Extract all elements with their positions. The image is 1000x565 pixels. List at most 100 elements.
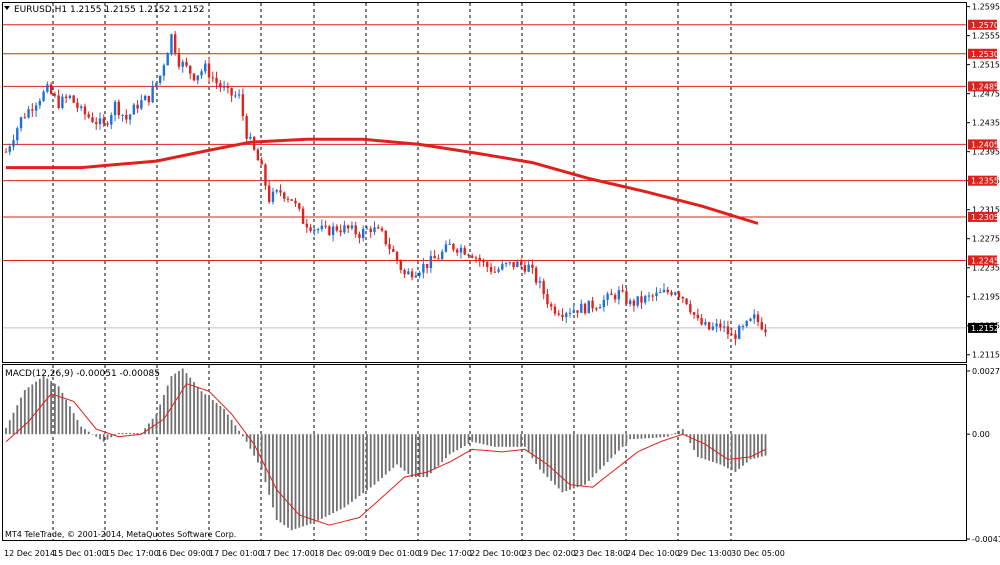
candle-body bbox=[756, 314, 760, 322]
y-tick-label: 1.2555 bbox=[972, 32, 1000, 41]
current-price-box bbox=[968, 322, 997, 333]
candle-body bbox=[459, 247, 463, 253]
histogram-bar bbox=[241, 434, 244, 437]
histogram-bar bbox=[16, 405, 19, 435]
x-tick-label: 19 Dec 17:00 bbox=[418, 549, 472, 558]
histogram-bar bbox=[328, 434, 331, 515]
histogram-bar bbox=[501, 434, 504, 447]
histogram-bar bbox=[287, 434, 289, 528]
candle-body bbox=[369, 228, 372, 232]
y-tick-label: 1.2315 bbox=[972, 206, 1000, 215]
histogram-bar bbox=[226, 414, 229, 435]
candle-body bbox=[151, 86, 154, 103]
candle-body bbox=[339, 230, 342, 233]
level-labels: 1.2570 1.2530 1.2485 1.2405 1.2355 1.2305 1.22… bbox=[968, 19, 999, 333]
histogram-bar bbox=[621, 434, 624, 447]
candle-body bbox=[538, 281, 542, 283]
histogram-bar bbox=[132, 432, 135, 435]
candle-body bbox=[497, 269, 500, 272]
histogram-bar bbox=[445, 434, 447, 459]
candle-body bbox=[83, 106, 87, 115]
candle-body bbox=[117, 101, 120, 116]
candle-body bbox=[128, 114, 132, 120]
candle-body bbox=[189, 65, 192, 74]
histogram-bar bbox=[272, 434, 274, 508]
candle-body bbox=[587, 300, 590, 314]
histogram-bar bbox=[497, 434, 500, 447]
candle-body bbox=[234, 95, 237, 97]
candle-body bbox=[42, 91, 45, 101]
histogram-bar bbox=[655, 434, 658, 438]
candle-body bbox=[286, 198, 290, 200]
candle-body bbox=[106, 123, 109, 125]
histogram-bar bbox=[305, 434, 308, 526]
histogram-bar bbox=[38, 378, 41, 435]
histogram-bar bbox=[87, 431, 90, 435]
histogram-bar bbox=[599, 434, 601, 470]
histogram-bar bbox=[730, 434, 733, 471]
candle-body bbox=[681, 296, 684, 299]
symbol-dropdown-icon[interactable] bbox=[4, 6, 10, 10]
candle-body bbox=[448, 243, 451, 245]
histogram-bar bbox=[403, 434, 406, 471]
candle-body bbox=[283, 192, 286, 199]
candle-body bbox=[143, 95, 147, 101]
histogram-bar bbox=[125, 432, 128, 435]
candle-body bbox=[444, 244, 448, 252]
candle-body bbox=[670, 292, 673, 295]
histogram-bar bbox=[373, 434, 376, 485]
candle-body bbox=[659, 292, 662, 294]
candle-body bbox=[331, 226, 335, 236]
histogram-bar bbox=[617, 434, 620, 451]
histogram-bar bbox=[196, 386, 199, 435]
histogram-bar bbox=[211, 400, 214, 435]
candle-body bbox=[237, 94, 241, 96]
histogram-bar bbox=[264, 434, 267, 483]
histogram-bar bbox=[343, 434, 346, 508]
x-tick-label: 23 Dec 02:00 bbox=[522, 549, 576, 558]
candle-body bbox=[595, 308, 598, 310]
histogram-bar bbox=[482, 434, 485, 445]
candle-body bbox=[407, 271, 410, 275]
horizontal-levels[interactable] bbox=[3, 24, 966, 261]
level-label-box bbox=[968, 19, 997, 30]
candle-body bbox=[647, 295, 651, 297]
histogram-bar bbox=[535, 434, 538, 464]
candle-body bbox=[211, 77, 214, 79]
candle-body bbox=[34, 105, 38, 111]
histogram-bar bbox=[727, 434, 729, 469]
histogram-bar bbox=[249, 434, 252, 449]
histogram-bar bbox=[27, 387, 30, 435]
candle-body bbox=[519, 261, 523, 266]
candle-body bbox=[583, 303, 587, 314]
histogram-bar bbox=[666, 434, 669, 437]
candle-body bbox=[474, 257, 478, 259]
candle-body bbox=[546, 294, 549, 305]
candle-body bbox=[226, 86, 230, 88]
macd-histogram bbox=[5, 368, 767, 531]
candle-body bbox=[91, 117, 94, 123]
histogram-bar bbox=[136, 432, 139, 435]
histogram-bar bbox=[663, 434, 665, 438]
histogram-bar bbox=[670, 434, 673, 435]
histogram-bar bbox=[640, 434, 643, 439]
candle-body bbox=[433, 255, 436, 259]
candle-body bbox=[734, 334, 737, 339]
candle-body bbox=[403, 269, 406, 275]
histogram-bar bbox=[723, 434, 726, 467]
y-tick-label: 1.2395 bbox=[972, 148, 1000, 157]
histogram-bar bbox=[31, 384, 34, 435]
histogram-bar bbox=[674, 432, 677, 435]
candle-body bbox=[365, 228, 369, 230]
histogram-bar bbox=[279, 434, 282, 523]
candle-body bbox=[580, 303, 583, 313]
histogram-bar bbox=[260, 434, 263, 470]
histogram-bar bbox=[505, 434, 507, 447]
histogram-bar bbox=[595, 434, 598, 474]
histogram-bar bbox=[290, 434, 293, 531]
histogram-bar bbox=[351, 434, 353, 502]
candle-body bbox=[19, 117, 23, 129]
candle-body bbox=[707, 322, 711, 330]
